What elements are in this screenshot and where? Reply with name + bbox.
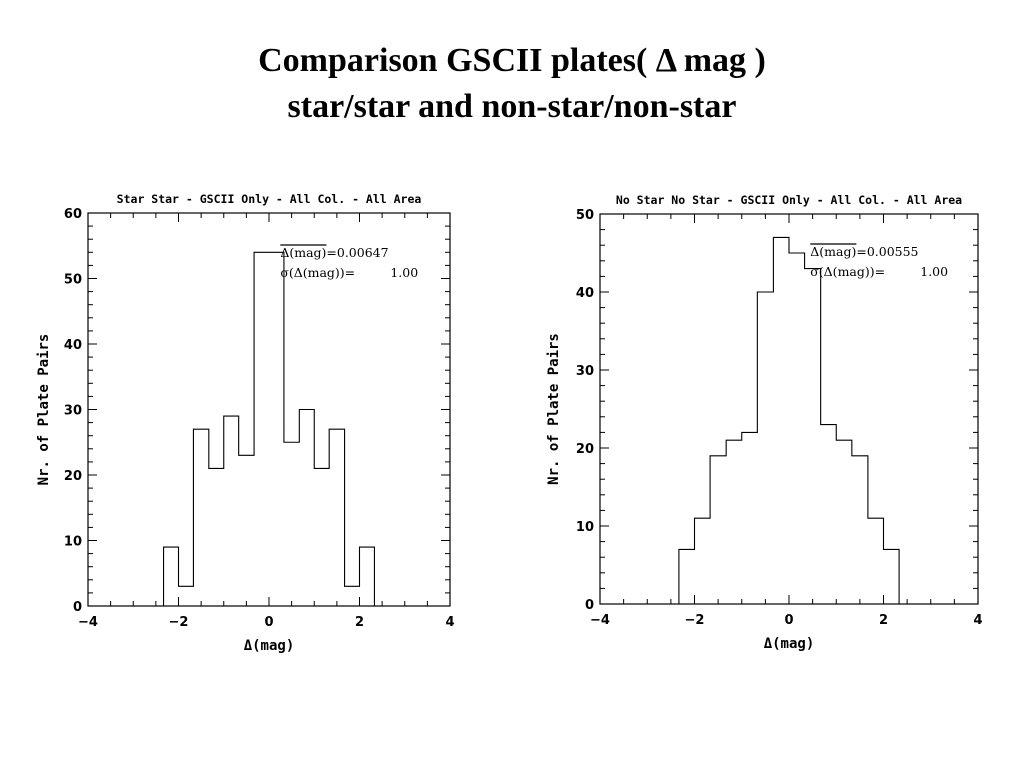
right-histogram-bin	[710, 456, 726, 604]
left-histogram-bin	[299, 410, 314, 607]
right-x-axis-label: Δ(mag)	[764, 636, 815, 652]
right-histogram-bin	[884, 549, 900, 604]
left-histogram-bin	[329, 429, 344, 606]
left-x-axis-label: Δ(mag)	[244, 638, 295, 654]
right-histogram-bin	[868, 518, 884, 604]
right-histogram-outline	[678, 236, 900, 604]
slide-title-line2: star/star and non-star/non-star	[287, 88, 737, 125]
left-x-tick-label: −2	[169, 615, 189, 630]
right-x-tick-label: 4	[973, 613, 982, 628]
left-histogram-bin	[284, 442, 299, 606]
right-histogram-bin	[836, 440, 852, 604]
right-x-tick-label: 2	[879, 613, 888, 628]
left-histogram-bin	[209, 468, 224, 606]
left-y-tick-label: 30	[64, 404, 82, 419]
left-histogram-bin	[254, 252, 284, 606]
left-x-tick-label: 0	[264, 615, 273, 630]
right-histogram-bin	[773, 237, 789, 604]
right-y-tick-label: 40	[576, 286, 594, 301]
histogram-nostar-nostar: No Star No Star - GSCII Only - All Col. …	[546, 193, 983, 652]
right-y-tick-label: 30	[576, 364, 594, 379]
right-histogram-bin	[805, 269, 821, 604]
left-annotation-mean-value: =0.00647	[326, 245, 388, 260]
right-histogram-bin	[789, 253, 805, 604]
left-y-tick-label: 10	[64, 535, 82, 550]
right-annotation-sigma-value: 1.00	[920, 264, 948, 279]
left-histogram-bin	[193, 429, 208, 606]
right-x-tick-label: −4	[590, 613, 610, 628]
right-histogram-bin	[852, 456, 868, 604]
left-histogram-bin	[345, 586, 360, 606]
left-x-tick-label: 2	[355, 615, 364, 630]
right-y-axis-label: Nr. of Plate Pairs	[546, 333, 562, 485]
left-histogram-bin	[314, 468, 329, 606]
right-histogram-bin	[742, 432, 758, 604]
left-y-tick-label: 40	[64, 338, 82, 353]
right-plot-title: No Star No Star - GSCII Only - All Col. …	[616, 193, 962, 207]
left-plot-title: Star Star - GSCII Only - All Col. - All …	[117, 192, 422, 206]
right-x-tick-label: 0	[784, 613, 793, 628]
left-x-tick-label: −4	[78, 615, 98, 630]
left-y-tick-label: 20	[64, 469, 82, 484]
left-x-tick-label: 4	[445, 615, 454, 630]
slide-title: Comparison GSCII plates( Δ mag ) star/st…	[0, 38, 1024, 130]
right-x-tick-label: −2	[685, 613, 705, 628]
left-annotation-sigma-label: σ(Δ(mag))=	[280, 265, 355, 280]
right-histogram-bin	[679, 549, 695, 604]
right-histogram-bin	[726, 440, 742, 604]
slide-title-line1: Comparison GSCII plates( Δ mag )	[258, 42, 766, 79]
left-histogram-bin	[224, 416, 239, 606]
right-y-tick-label: 50	[576, 208, 594, 223]
left-histogram-bin	[179, 586, 194, 606]
right-annotation-mean-value: =0.00555	[856, 244, 918, 259]
left-annotation-mean-label: Δ(mag)	[280, 245, 326, 260]
right-histogram-bin	[695, 518, 711, 604]
right-histogram-bin	[821, 425, 837, 604]
left-y-axis-label: Nr. of Plate Pairs	[36, 334, 52, 486]
left-histogram-bin	[164, 547, 179, 606]
left-annotation-sigma-value: 1.00	[390, 265, 418, 280]
left-histogram-bin	[239, 455, 254, 606]
right-histogram-bin	[757, 292, 773, 604]
left-histogram-bin	[360, 547, 375, 606]
histogram-star-star: Star Star - GSCII Only - All Col. - All …	[36, 192, 455, 654]
left-y-tick-label: 0	[73, 600, 82, 615]
left-histogram-outline	[163, 251, 375, 606]
right-annotation-mean-label: Δ(mag)	[810, 244, 856, 259]
right-y-tick-label: 0	[585, 598, 594, 613]
left-y-tick-label: 60	[64, 207, 82, 222]
right-y-tick-label: 20	[576, 442, 594, 457]
right-annotation-sigma-label: σ(Δ(mag))=	[810, 264, 885, 279]
left-y-tick-label: 50	[64, 273, 82, 288]
right-y-tick-label: 10	[576, 520, 594, 535]
